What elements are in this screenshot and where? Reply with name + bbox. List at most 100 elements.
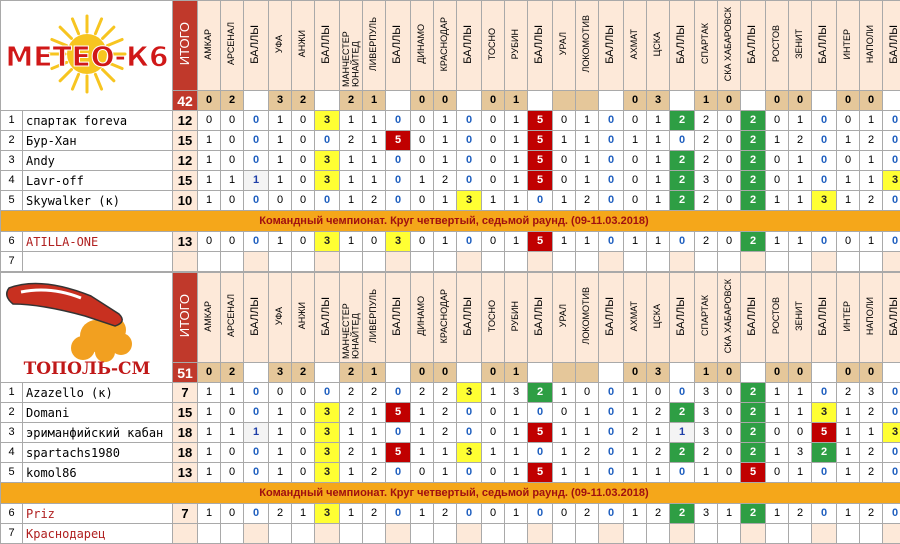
prediction-away: 1	[504, 422, 528, 443]
prediction-home	[623, 251, 647, 272]
round-banner: Командный чемпионат. Круг четвертый, сед…	[0, 210, 900, 232]
match-points: 2	[527, 382, 553, 403]
result-spacer	[385, 90, 411, 111]
away-team-name: ЦСКА	[652, 31, 663, 57]
prediction-away: 1	[362, 402, 386, 423]
match-away-header: НАПОЛИ	[859, 272, 883, 363]
prediction-home: 1	[623, 462, 647, 483]
match-points: 3	[314, 110, 340, 131]
prediction-home: 1	[410, 170, 434, 191]
prediction-home: 1	[765, 190, 789, 211]
match-points: 0	[811, 130, 837, 151]
prediction-home: 2	[339, 382, 363, 403]
prediction-home: 3	[694, 402, 718, 423]
prediction-away: 0	[291, 462, 315, 483]
prediction-away: 2	[433, 170, 457, 191]
prediction-home: 1	[836, 503, 860, 524]
match-points: 0	[527, 503, 553, 524]
match-points: 5	[527, 130, 553, 151]
prediction-home: 2	[694, 442, 718, 463]
points-header: БАЛЛЫ	[598, 0, 624, 91]
match-points: 0	[243, 150, 269, 171]
match-points: 2	[669, 442, 695, 463]
away-team-name: АНЖИ	[297, 302, 308, 330]
prediction-away: 0	[362, 231, 386, 252]
prediction-away: 2	[575, 503, 599, 524]
result-away: 0	[859, 362, 883, 383]
prediction-home: 0	[197, 231, 221, 252]
match-away-header: ЛИВЕРПУЛЬ	[362, 272, 386, 363]
match-points: 0	[598, 130, 624, 151]
prediction-home: 1	[481, 442, 505, 463]
match-points: 3	[385, 231, 411, 252]
match-points	[882, 251, 900, 272]
prediction-away: 2	[433, 422, 457, 443]
prediction-home	[339, 251, 363, 272]
prediction-away: 1	[575, 150, 599, 171]
prediction-home: 0	[552, 150, 576, 171]
match-points: 2	[740, 130, 766, 151]
match-points: 3	[314, 503, 340, 524]
prediction-away: 0	[717, 402, 741, 423]
prediction-home: 1	[765, 442, 789, 463]
prediction-home: 1	[623, 402, 647, 423]
prediction-home	[197, 251, 221, 272]
prediction-home	[694, 251, 718, 272]
result-spacer	[243, 362, 269, 383]
prediction-home: 0	[765, 170, 789, 191]
prediction-away	[362, 523, 386, 544]
match-points	[882, 523, 900, 544]
prediction-home: 1	[765, 231, 789, 252]
result-spacer	[740, 90, 766, 111]
match-home-header: ТОСНО	[481, 272, 505, 363]
player-row: 4 Lavr-off 15 1 1 1 1 0 3 1 1 0 1 2 0 0 1 5 0 1 0 0 1 2 3 0 2 0 1 0 1 1…	[0, 170, 900, 191]
prediction-home: 0	[765, 422, 789, 443]
match-points: 0	[456, 422, 482, 443]
result-away	[575, 362, 599, 383]
player-name: Краснодарец	[22, 523, 173, 544]
match-points	[811, 523, 837, 544]
prediction-away	[504, 523, 528, 544]
match-points	[527, 251, 553, 272]
away-team-name: НАПОЛИ	[865, 24, 876, 64]
points-header: БАЛЛЫ	[882, 0, 900, 91]
logo-text: ТОПОЛЬ-СМ	[24, 359, 151, 378]
prediction-home	[197, 523, 221, 544]
home-team-name: ДИНАМО	[416, 24, 427, 64]
prediction-away: 1	[646, 422, 670, 443]
prediction-away: 1	[646, 150, 670, 171]
points-label: БАЛЛЫ	[462, 296, 475, 336]
prediction-away: 1	[788, 462, 812, 483]
prediction-away: 0	[717, 170, 741, 191]
player-total: 15	[172, 170, 198, 191]
player-name: Skywalker (к)	[22, 190, 173, 211]
match-points	[598, 251, 624, 272]
player-name: эриманфийский кабан	[22, 422, 173, 443]
result-away: 2	[291, 90, 315, 111]
home-team-name: ТОСНО	[487, 299, 498, 333]
team-logo: МЕТЕО-К6	[0, 0, 173, 111]
prediction-away: 1	[859, 110, 883, 131]
prediction-away: 1	[504, 503, 528, 524]
result-home: 0	[481, 90, 505, 111]
prediction-away: 2	[433, 402, 457, 423]
prediction-away: 0	[717, 190, 741, 211]
home-team-name: УРАЛ	[558, 304, 569, 328]
match-points: 0	[811, 503, 837, 524]
prediction-home: 1	[268, 422, 292, 443]
prediction-home: 1	[552, 382, 576, 403]
points-label: БАЛЛЫ	[604, 296, 617, 336]
match-home-header: ДИНАМО	[410, 272, 434, 363]
prediction-home: 1	[197, 402, 221, 423]
points-label: БАЛЛЫ	[249, 296, 262, 336]
match-points: 0	[598, 382, 624, 403]
player-name: спартак foreva	[22, 110, 173, 131]
prediction-home: 1	[623, 503, 647, 524]
prediction-home: 1	[836, 422, 860, 443]
match-away-header: НАПОЛИ	[859, 0, 883, 91]
match-home-header: ТОСНО	[481, 0, 505, 91]
itogo-header: ИТОГО	[172, 0, 198, 91]
match-points: 1	[243, 170, 269, 191]
row-number: 2	[0, 402, 23, 423]
match-points: 0	[456, 170, 482, 191]
